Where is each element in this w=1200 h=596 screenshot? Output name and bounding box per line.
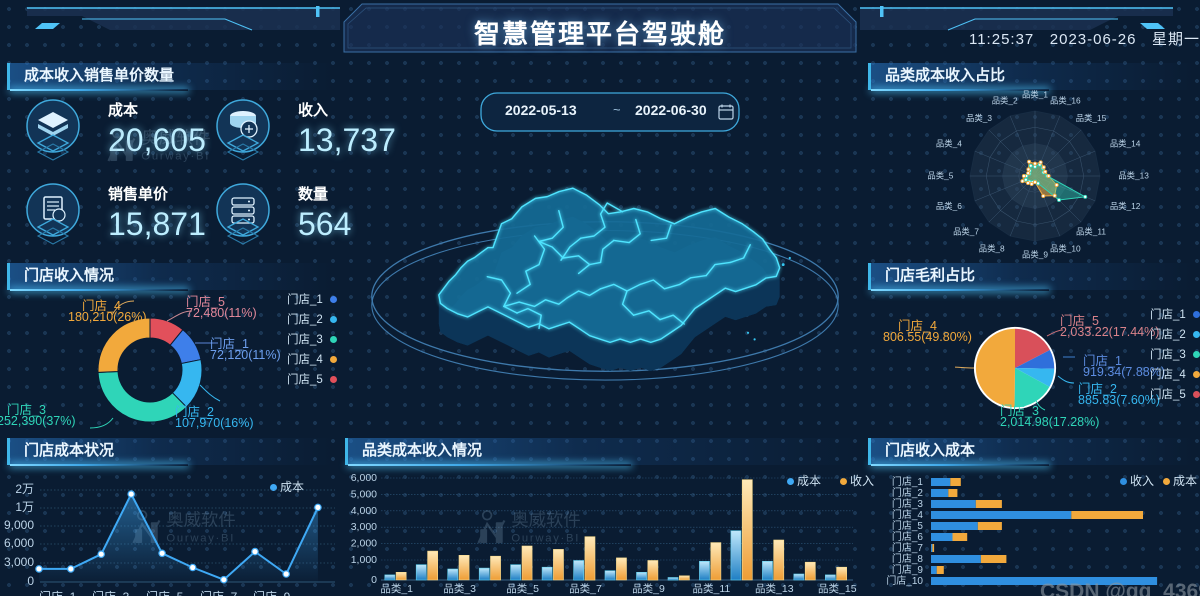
svg-text:品类_15: 品类_15 — [1076, 113, 1107, 123]
svg-text:门店_5: 门店_5 — [892, 519, 924, 532]
svg-text:品类_7: 品类_7 — [953, 227, 979, 237]
svg-text:品类_11: 品类_11 — [1076, 227, 1106, 237]
svg-text:品类_16: 品类_16 — [1050, 96, 1081, 106]
svg-text:品类_14: 品类_14 — [1110, 139, 1141, 149]
svg-text:门店_7: 门店_7 — [892, 541, 924, 554]
svg-text:品类_9: 品类_9 — [632, 582, 665, 595]
svg-text:门店_5: 门店_5 — [146, 589, 184, 596]
svg-text:0: 0 — [371, 574, 377, 586]
svg-text:品类_3: 品类_3 — [966, 113, 992, 123]
svg-text:品类_9: 品类_9 — [1022, 250, 1048, 260]
svg-text:品类_13: 品类_13 — [1118, 171, 1149, 181]
svg-text:品类_7: 品类_7 — [569, 582, 602, 595]
svg-text:6,000: 6,000 — [351, 472, 377, 484]
svg-text:2万: 2万 — [15, 482, 34, 496]
svg-text:品类_5: 品类_5 — [927, 171, 953, 181]
svg-text:品类_13: 品类_13 — [755, 582, 794, 595]
svg-text:3,000: 3,000 — [351, 521, 377, 533]
svg-text:门店_4: 门店_4 — [892, 508, 924, 521]
svg-text:0: 0 — [27, 574, 34, 588]
svg-text:门店_1: 门店_1 — [892, 475, 924, 488]
svg-text:3,000: 3,000 — [4, 555, 34, 569]
svg-text:品类_12: 品类_12 — [1110, 201, 1141, 211]
svg-text:门店_3: 门店_3 — [892, 497, 924, 510]
svg-text:门店_1: 门店_1 — [39, 589, 77, 596]
svg-text:品类_1: 品类_1 — [1022, 90, 1048, 100]
svg-text:品类_10: 品类_10 — [1050, 244, 1081, 254]
svg-text:4,000: 4,000 — [351, 505, 377, 517]
svg-text:品类_6: 品类_6 — [936, 201, 962, 211]
svg-text:品类_5: 品类_5 — [506, 582, 539, 595]
svg-text:品类_15: 品类_15 — [818, 582, 857, 595]
svg-text:门店_8: 门店_8 — [892, 552, 924, 565]
svg-text:品类_8: 品类_8 — [979, 244, 1005, 254]
svg-text:品类_3: 品类_3 — [443, 582, 476, 595]
svg-text:1万: 1万 — [15, 500, 34, 514]
svg-text:2,000: 2,000 — [351, 538, 377, 550]
svg-text:门店_7: 门店_7 — [200, 589, 238, 596]
svg-text:9,000: 9,000 — [4, 518, 34, 532]
svg-text:6,000: 6,000 — [4, 536, 34, 550]
svg-text:5,000: 5,000 — [351, 488, 377, 500]
svg-text:品类_4: 品类_4 — [936, 139, 962, 149]
svg-text:品类_2: 品类_2 — [992, 96, 1018, 106]
svg-text:门店_2: 门店_2 — [892, 486, 924, 499]
svg-text:1,000: 1,000 — [351, 554, 377, 566]
svg-text:门店_3: 门店_3 — [92, 589, 130, 596]
svg-text:门店_6: 门店_6 — [892, 530, 924, 543]
svg-text:门店_9: 门店_9 — [253, 589, 291, 596]
svg-text:门店_9: 门店_9 — [892, 563, 924, 576]
svg-text:品类_1: 品类_1 — [380, 582, 413, 595]
svg-text:品类_11: 品类_11 — [693, 582, 731, 595]
svg-text:门店_10: 门店_10 — [886, 574, 923, 587]
